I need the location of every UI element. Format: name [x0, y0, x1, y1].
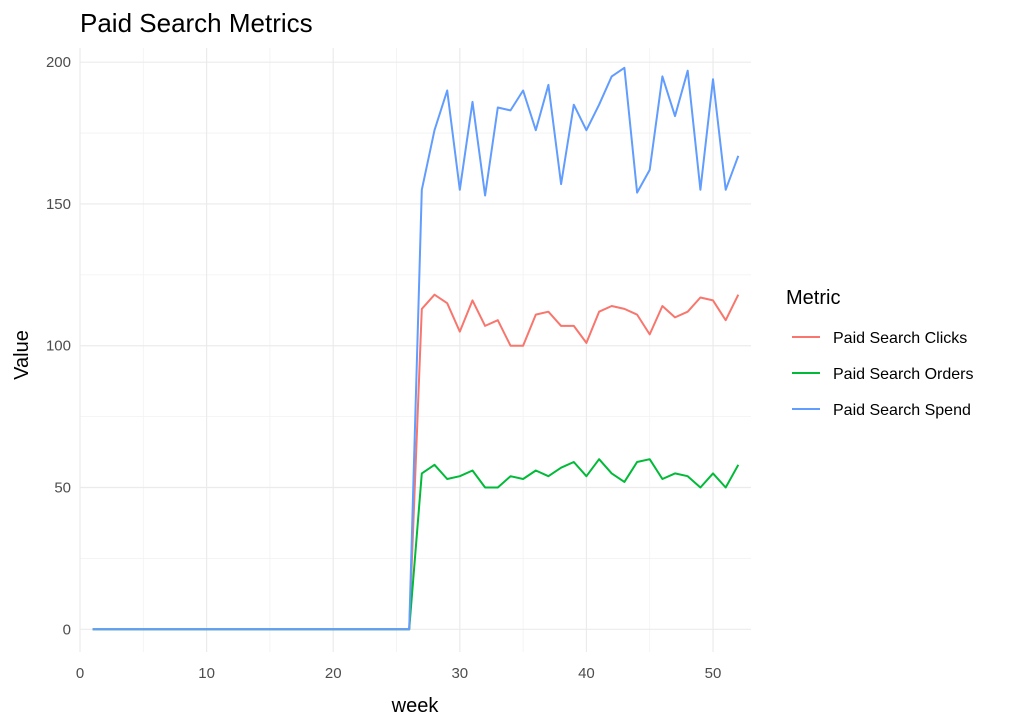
legend-label: Paid Search Orders: [833, 366, 974, 383]
y-tick-label: 0: [63, 621, 71, 638]
y-axis-title: Value: [11, 330, 33, 380]
x-axis-title: week: [391, 695, 440, 717]
x-tick-label: 20: [325, 665, 342, 682]
x-tick-label: 0: [76, 665, 84, 682]
x-tick-label: 30: [451, 665, 468, 682]
x-tick-label: 40: [578, 665, 595, 682]
y-tick-label: 150: [46, 196, 71, 213]
series-line-paid-search-spend: [92, 66, 740, 631]
legend-label: Paid Search Spend: [833, 402, 971, 419]
y-axis-ticks: 0 50 100 150 200: [46, 54, 71, 638]
chart-title: Paid Search Metrics: [80, 8, 313, 38]
y-tick-label: 50: [54, 480, 71, 497]
series-lines: [92, 66, 740, 631]
y-tick-label: 100: [46, 338, 71, 355]
legend: Metric Paid Search Clicks Paid Search Ord…: [786, 287, 974, 419]
legend-label: Paid Search Clicks: [833, 330, 967, 347]
x-tick-label: 50: [705, 665, 722, 682]
y-tick-label: 200: [46, 54, 71, 71]
x-axis-ticks: 0 10 20 30 40 50: [76, 665, 722, 682]
legend-title: Metric: [786, 287, 840, 309]
x-tick-label: 10: [198, 665, 215, 682]
